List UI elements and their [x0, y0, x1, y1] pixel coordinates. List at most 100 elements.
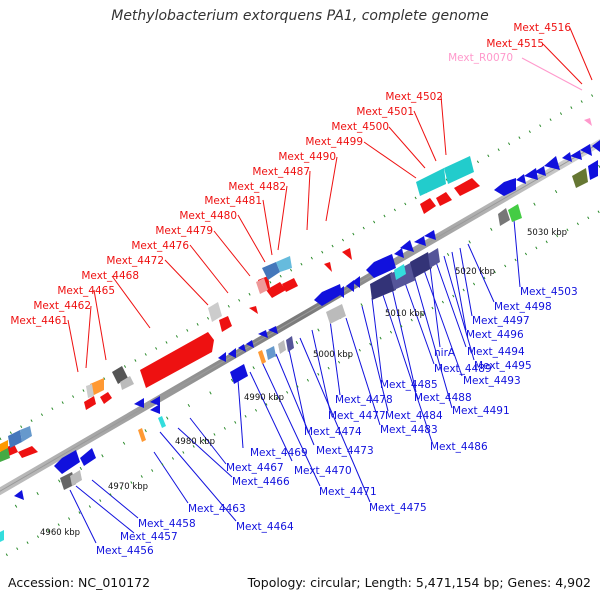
gene-feature [588, 160, 598, 180]
gene-feature [150, 396, 160, 406]
gene-label[interactable]: Mext_4485 [380, 379, 438, 391]
tick-label: 4970 kbp [108, 482, 148, 492]
gene-label[interactable]: Mext_4500 [331, 121, 389, 133]
gene-label[interactable]: Mext_R0070 [448, 52, 513, 64]
gene-feature [366, 254, 396, 278]
gene-feature [228, 348, 236, 358]
gene-label[interactable]: Mext_4490 [278, 151, 336, 163]
gene-label[interactable]: Mext_4497 [472, 315, 530, 327]
gene-label[interactable]: Mext_4465 [57, 285, 115, 297]
gene-label[interactable]: Mext_4489 [434, 363, 492, 375]
gene-feature [416, 168, 446, 196]
gene-label[interactable]: Mext_4463 [188, 503, 246, 515]
gene-label[interactable]: Mext_4472 [106, 255, 164, 267]
connector-4475 [299, 337, 371, 503]
gene-label[interactable]: nirA [434, 347, 456, 359]
gene-feature [0, 530, 4, 542]
gene-feature [219, 316, 232, 332]
gene-label[interactable]: Mext_4502 [385, 91, 443, 103]
gene-label[interactable]: Mext_4458 [138, 518, 196, 530]
connector-4467 [189, 417, 227, 465]
gene-feature [516, 174, 526, 184]
gene-label[interactable]: Mext_4503 [520, 286, 578, 298]
gene-feature [0, 448, 10, 462]
connector-4482 [277, 185, 288, 251]
connector-4457 [75, 485, 135, 534]
gene-feature [158, 416, 166, 428]
gene-label[interactable]: Mext_4479 [155, 225, 213, 237]
connector-4497 [459, 247, 473, 317]
gene-label[interactable]: Mext_4515 [486, 38, 544, 50]
gene-label[interactable]: Mext_4469 [250, 447, 308, 459]
connector-4490 [325, 156, 338, 222]
gene-label[interactable]: Mext_4516 [513, 22, 571, 34]
gene-label[interactable]: Mext_4466 [232, 476, 290, 488]
scale-ticks [0, 164, 600, 518]
map-title: Methylobacterium extorquens PA1, complet… [111, 8, 489, 24]
connector-4456 [69, 489, 97, 544]
gene-label[interactable]: Mext_4456 [96, 545, 154, 557]
gene-feature [420, 198, 436, 214]
gene-label[interactable]: Mext_4495 [474, 360, 532, 372]
gene-label[interactable]: Mext_4474 [304, 426, 362, 438]
gene-feature [134, 398, 144, 408]
gene-feature [580, 144, 592, 156]
gene-feature [266, 282, 286, 298]
other-features [0, 156, 588, 542]
gene-label[interactable]: Mext_4499 [305, 136, 363, 148]
gene-label[interactable]: Mext_4491 [452, 405, 510, 417]
gene-label[interactable]: Mext_4461 [10, 315, 68, 327]
gene-label[interactable]: Mext_4484 [385, 410, 443, 422]
gene-label[interactable]: Mext_4473 [316, 445, 374, 457]
gene-label[interactable]: Mext_4501 [356, 106, 414, 118]
gene-label[interactable]: Mext_4488 [414, 392, 472, 404]
gene-label[interactable]: Mext_4478 [335, 394, 393, 406]
gene-label[interactable]: Mext_4496 [466, 329, 524, 341]
gene-feature [238, 344, 246, 352]
gene-label[interactable]: Mext_4475 [369, 502, 427, 514]
gene-feature [414, 236, 426, 246]
genome-backbone-line [0, 142, 600, 492]
gene-label[interactable]: Mext_4486 [430, 441, 488, 453]
gene-label[interactable]: Mext_4487 [252, 166, 310, 178]
gene-feature [138, 428, 146, 442]
connector-4468 [111, 275, 151, 329]
gene-label[interactable]: Mext_4470 [294, 465, 352, 477]
gene-label[interactable]: Mext_4464 [236, 521, 294, 533]
connector-4481 [262, 199, 273, 256]
gene-label[interactable]: Mext_4498 [494, 301, 552, 313]
gene-label[interactable]: Mext_4480 [179, 210, 237, 222]
gene-feature [494, 178, 516, 196]
gene-feature [208, 302, 222, 322]
forward-strand-features [0, 178, 480, 458]
gene-feature [370, 272, 396, 300]
gene-label[interactable]: Mext_4468 [81, 270, 139, 282]
connector-4478 [329, 319, 341, 396]
gene-feature [286, 336, 294, 352]
gene-label[interactable]: Mext_4467 [226, 462, 284, 474]
gene-label[interactable]: Mext_4483 [380, 424, 438, 436]
tick-label: 5010 kbp [385, 309, 425, 319]
connector-4469 [237, 379, 244, 449]
bottom-gene-labels: Mext_4456 Mext_4457 Mext_4458 Mext_4463 … [96, 286, 578, 557]
gene-label[interactable]: Mext_4471 [319, 486, 377, 498]
tick-label: 5030 kbp [527, 228, 567, 238]
connector-4485 [371, 297, 383, 381]
scale-labels: 4960 kbp 4970 kbp 4980 kbp 4990 kbp 5000… [40, 228, 567, 538]
connector-4472 [164, 259, 209, 306]
connector-4516 [569, 27, 593, 81]
gene-label[interactable]: Mext_4494 [467, 346, 525, 358]
gene-feature [428, 248, 440, 268]
gene-label[interactable]: Mext_4457 [120, 531, 178, 543]
gene-label[interactable]: Mext_4477 [328, 410, 386, 422]
gene-feature [454, 178, 480, 196]
gene-label[interactable]: Mext_4482 [228, 181, 286, 193]
gene-label[interactable]: Mext_4476 [131, 240, 189, 252]
gene-label[interactable]: Mext_4462 [33, 300, 91, 312]
gene-label[interactable]: Mext_4481 [204, 195, 262, 207]
gene-label[interactable]: Mext_4493 [463, 375, 521, 387]
connector-4463 [153, 451, 189, 504]
connector-4464 [159, 431, 237, 522]
gene-feature [14, 490, 24, 500]
